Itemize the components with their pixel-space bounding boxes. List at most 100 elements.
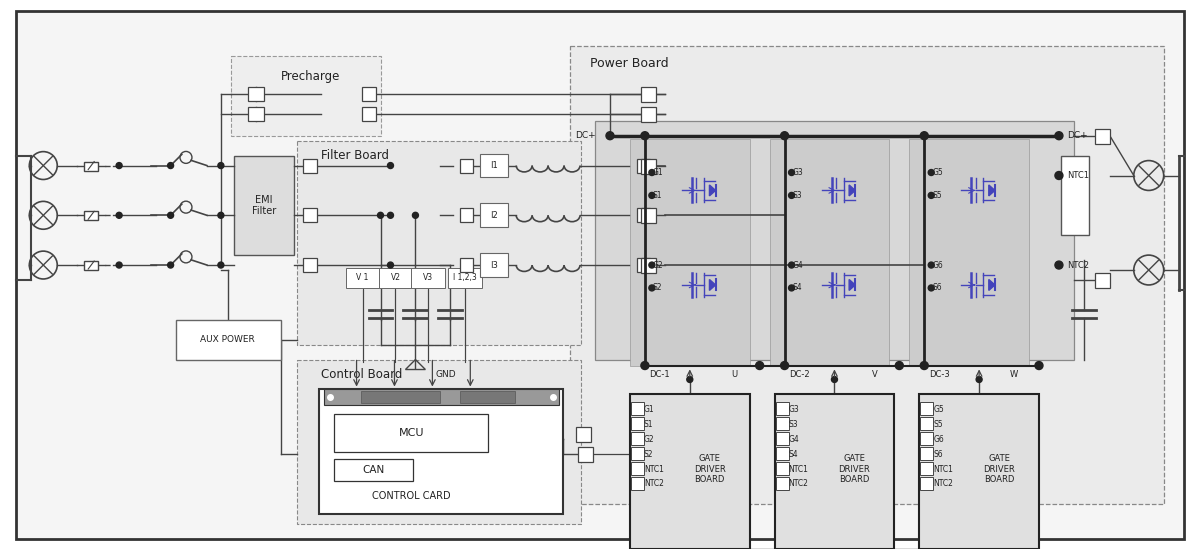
- Text: Filter Board: Filter Board: [320, 149, 389, 162]
- Bar: [334, 414, 488, 452]
- Text: NTC1: NTC1: [1067, 171, 1088, 180]
- Bar: [302, 158, 317, 173]
- Bar: [631, 462, 644, 475]
- Circle shape: [1055, 132, 1063, 140]
- Bar: [461, 208, 473, 222]
- Bar: [641, 158, 656, 173]
- Text: GND: GND: [436, 370, 456, 379]
- Bar: [296, 141, 581, 345]
- Circle shape: [388, 163, 394, 168]
- Polygon shape: [850, 279, 856, 290]
- Bar: [630, 394, 750, 548]
- Bar: [361, 107, 376, 121]
- Text: S2: S2: [644, 449, 653, 459]
- Bar: [319, 389, 563, 514]
- Bar: [920, 403, 934, 415]
- Text: S3: S3: [788, 420, 798, 429]
- Bar: [769, 139, 889, 366]
- Bar: [910, 139, 1030, 366]
- Text: G5: G5: [934, 405, 944, 414]
- Circle shape: [606, 132, 614, 140]
- Bar: [324, 389, 559, 405]
- Text: S6: S6: [932, 283, 942, 293]
- Text: V2: V2: [390, 273, 401, 283]
- Bar: [920, 462, 934, 475]
- Text: S5: S5: [932, 191, 942, 200]
- Bar: [360, 392, 440, 403]
- Bar: [1094, 273, 1110, 288]
- Bar: [576, 427, 592, 442]
- Text: S5: S5: [934, 420, 943, 429]
- Polygon shape: [709, 279, 715, 290]
- Circle shape: [218, 262, 224, 268]
- Circle shape: [929, 262, 935, 268]
- Text: G2: G2: [653, 261, 664, 270]
- Bar: [631, 477, 644, 490]
- Bar: [637, 258, 650, 272]
- Text: DC+: DC+: [1067, 131, 1087, 140]
- Circle shape: [832, 377, 838, 382]
- Circle shape: [920, 361, 929, 370]
- Circle shape: [649, 262, 655, 268]
- Text: V3: V3: [424, 273, 433, 283]
- Circle shape: [788, 169, 794, 175]
- Bar: [449, 268, 482, 288]
- Text: G1: G1: [653, 168, 664, 177]
- Text: MCU: MCU: [398, 428, 424, 438]
- Bar: [302, 258, 317, 272]
- Bar: [641, 107, 656, 122]
- Bar: [296, 360, 581, 524]
- Circle shape: [649, 285, 655, 291]
- Text: I 1,2,3: I 1,2,3: [454, 273, 478, 283]
- Text: GATE
DRIVER
BOARD: GATE DRIVER BOARD: [983, 454, 1015, 484]
- Bar: [346, 268, 379, 288]
- Bar: [234, 156, 294, 255]
- Circle shape: [976, 377, 982, 382]
- Text: S4: S4: [788, 449, 798, 459]
- Bar: [230, 56, 380, 136]
- Text: I1: I1: [491, 161, 498, 170]
- Bar: [919, 394, 1039, 548]
- Bar: [631, 432, 644, 445]
- Circle shape: [686, 377, 692, 382]
- Bar: [302, 208, 317, 222]
- Text: I2: I2: [491, 211, 498, 220]
- Text: DC-2: DC-2: [790, 370, 810, 379]
- Circle shape: [413, 212, 419, 218]
- Text: V 1: V 1: [356, 273, 368, 283]
- Bar: [637, 158, 650, 173]
- Bar: [412, 268, 445, 288]
- Circle shape: [116, 262, 122, 268]
- Circle shape: [116, 212, 122, 218]
- Text: S3: S3: [792, 191, 802, 200]
- Circle shape: [780, 132, 788, 140]
- Bar: [461, 258, 473, 272]
- Bar: [1094, 129, 1110, 144]
- Text: S1: S1: [653, 191, 662, 200]
- Circle shape: [218, 212, 224, 218]
- Bar: [248, 107, 264, 121]
- Polygon shape: [989, 279, 995, 290]
- Bar: [378, 268, 413, 288]
- Text: Control Board: Control Board: [320, 368, 402, 381]
- Text: CONTROL CARD: CONTROL CARD: [372, 491, 451, 501]
- Circle shape: [1055, 172, 1063, 179]
- Circle shape: [788, 192, 794, 199]
- Text: DC-1: DC-1: [649, 370, 670, 379]
- Bar: [570, 46, 1164, 504]
- Circle shape: [388, 262, 394, 268]
- Bar: [641, 208, 656, 223]
- Circle shape: [929, 169, 935, 175]
- Bar: [637, 208, 650, 222]
- Circle shape: [756, 361, 763, 370]
- Circle shape: [929, 192, 935, 199]
- Bar: [84, 162, 98, 170]
- Bar: [461, 392, 515, 403]
- Text: NTC1: NTC1: [788, 465, 809, 474]
- Bar: [578, 447, 593, 462]
- Text: G3: G3: [792, 168, 803, 177]
- Bar: [775, 462, 788, 475]
- Text: GATE
DRIVER
BOARD: GATE DRIVER BOARD: [694, 454, 726, 484]
- Bar: [248, 87, 264, 101]
- Bar: [84, 211, 98, 221]
